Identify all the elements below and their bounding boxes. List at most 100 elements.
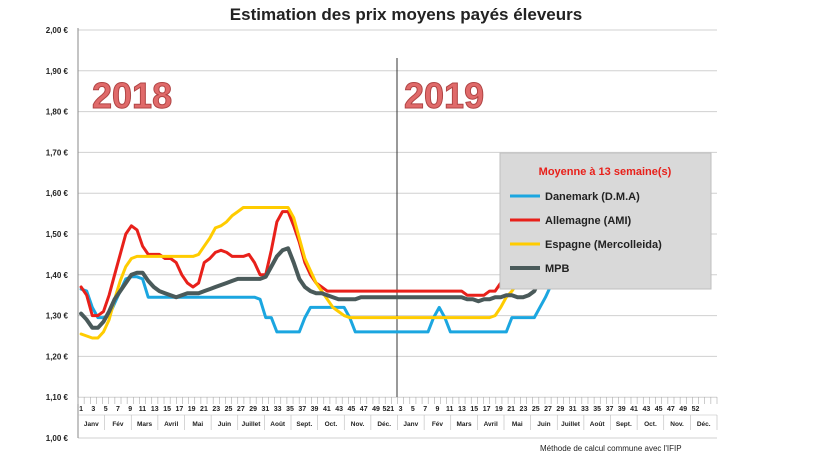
footnote: Méthode de calcul commune avec l'IFIP <box>540 444 682 453</box>
x-tick-label: 13 <box>458 406 466 413</box>
year-label-2019: 2019 <box>404 75 484 116</box>
x-tick-label: 3 <box>91 406 95 413</box>
month-label: Juillet <box>561 421 581 428</box>
x-tick-label: 27 <box>544 406 552 413</box>
x-tick-label: 9 <box>128 406 132 413</box>
legend: Moyenne à 13 semaine(s) Danemark (D.M.A)… <box>499 152 712 290</box>
x-axis: 1 3 5 7 9 11 13 15 17 19 21 23 25 27 29 31 33 35 37 39 41 43 4… <box>77 28 718 438</box>
x-tick-label: 31 <box>569 406 577 413</box>
x-tick-label: 33 <box>581 406 589 413</box>
x-tick-label: 5 <box>411 406 415 413</box>
legend-label: Espagne (Mercolleida) <box>545 239 662 251</box>
x-tick-label: 29 <box>556 406 564 413</box>
x-tick-label: 31 <box>262 406 270 413</box>
y-tick-label: 2,00 € <box>46 26 69 35</box>
x-tick-label: 39 <box>311 406 319 413</box>
year-label-2018: 2018 <box>92 75 172 116</box>
x-tick-label: 15 <box>163 406 171 413</box>
month-label: Déc. <box>697 421 711 428</box>
chart-title: Estimation des prix moyens payés éleveur… <box>230 5 582 24</box>
x-tick-label: 23 <box>520 406 528 413</box>
x-tick-label: 7 <box>116 406 120 413</box>
x-tick-label: 49 <box>679 406 687 413</box>
y-axis-ticks: 1,00 € 1,10 € 1,20 € 1,30 € 1,40 € 1,50 € 1,60… <box>46 26 69 443</box>
y-tick-label: 1,00 € <box>46 434 69 443</box>
x-tick-label: 33 <box>274 406 282 413</box>
month-label: Juillet <box>242 421 262 428</box>
y-tick-label: 1,20 € <box>46 352 69 361</box>
x-tick-label: 25 <box>532 406 540 413</box>
y-tick-label: 1,70 € <box>46 148 69 157</box>
y-tick-label: 1,60 € <box>46 189 69 198</box>
x-tick-label: 13 <box>151 406 159 413</box>
x-tick-label: 49 <box>372 406 380 413</box>
x-tick-label: 47 <box>667 406 675 413</box>
series-lines <box>79 191 554 340</box>
x-tick-label: 25 <box>225 406 233 413</box>
x-tick-label: 17 <box>483 406 491 413</box>
x-tick-label: 27 <box>237 406 245 413</box>
y-tick-label: 1,30 € <box>46 312 69 321</box>
month-label: Déc. <box>377 421 391 428</box>
x-tick-label: 3 <box>399 406 403 413</box>
y-tick-label: 1,50 € <box>46 230 69 239</box>
y-tick-label: 1,90 € <box>46 67 69 76</box>
x-tick-label: 43 <box>335 406 343 413</box>
x-tick-label: 41 <box>323 406 331 413</box>
month-label: Avril <box>164 421 178 428</box>
month-label: Mai <box>512 421 523 428</box>
x-tick-label: 1 <box>79 406 83 413</box>
x-tick-label: 11 <box>139 406 147 413</box>
x-tick-label: 37 <box>606 406 614 413</box>
month-label: Fév <box>112 421 124 428</box>
x-tick-label: 35 <box>593 406 601 413</box>
month-label: Janv <box>84 421 99 428</box>
legend-label: MPB <box>545 263 570 275</box>
month-label: Sept. <box>296 421 312 428</box>
x-tick-label: 52 <box>692 406 700 413</box>
month-label: Oct. <box>325 421 338 428</box>
month-label: Août <box>270 421 286 428</box>
legend-label: Allemagne (AMI) <box>545 215 632 227</box>
month-label: Juin <box>537 421 550 428</box>
month-label: Mars <box>456 421 472 428</box>
x-tick-label: 43 <box>642 406 650 413</box>
month-label: Sept. <box>616 421 632 428</box>
x-tick-label: 29 <box>249 406 257 413</box>
month-label: Avril <box>484 421 498 428</box>
x-tick-label: 45 <box>655 406 663 413</box>
x-tick-label: 7 <box>423 406 427 413</box>
x-tick-label: 23 <box>212 406 220 413</box>
x-tick-label: 19 <box>188 406 196 413</box>
x-tick-label: 47 <box>360 406 368 413</box>
y-tick-label: 1,10 € <box>46 393 69 402</box>
x-tick-label: 15 <box>470 406 478 413</box>
x-tick-label: 521 <box>382 406 394 413</box>
x-tick-label: 5 <box>104 406 108 413</box>
x-tick-label: 45 <box>348 406 356 413</box>
series-line-0 <box>79 275 553 334</box>
x-tick-label: 35 <box>286 406 294 413</box>
x-tick-label: 41 <box>630 406 638 413</box>
x-tick-label: 37 <box>298 406 306 413</box>
month-label: Mars <box>137 421 153 428</box>
legend-title: Moyenne à 13 semaine(s) <box>539 166 672 178</box>
month-label: Nov. <box>670 421 684 428</box>
month-label: Nov. <box>351 421 365 428</box>
legend-label: Danemark (D.M.A) <box>545 191 640 203</box>
y-tick-label: 1,40 € <box>46 271 69 280</box>
x-tick-label: 39 <box>618 406 626 413</box>
month-label: Août <box>590 421 606 428</box>
x-tick-label: 9 <box>435 406 439 413</box>
x-tick-label: 19 <box>495 406 503 413</box>
month-label: Janv <box>403 421 418 428</box>
series-line-3 <box>79 232 554 330</box>
y-tick-label: 1,80 € <box>46 108 69 117</box>
month-label: Mai <box>192 421 203 428</box>
x-tick-label: 21 <box>200 406 208 413</box>
month-label: Oct. <box>644 421 657 428</box>
x-tick-label: 17 <box>175 406 183 413</box>
x-tick-label: 21 <box>507 406 515 413</box>
series-line-2 <box>79 191 553 340</box>
